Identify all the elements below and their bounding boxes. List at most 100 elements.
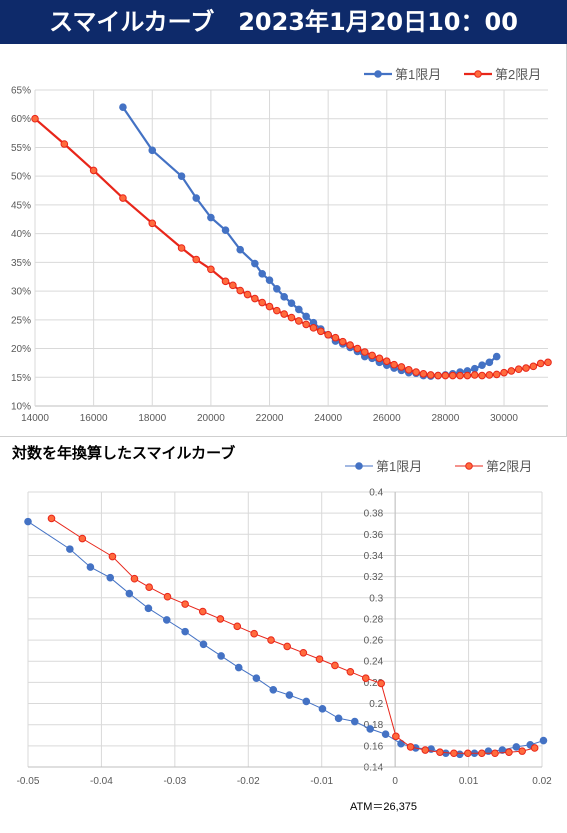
data-point bbox=[258, 270, 266, 278]
data-point bbox=[522, 364, 530, 372]
atm-annotation: ATM＝26,375 bbox=[350, 801, 417, 813]
x-tick-label: 20000 bbox=[197, 413, 225, 424]
data-point bbox=[163, 592, 172, 601]
x-tick-label: 0 bbox=[392, 776, 398, 787]
data-point bbox=[207, 265, 215, 274]
data-point bbox=[390, 360, 398, 369]
data-point bbox=[181, 627, 189, 636]
data-point bbox=[119, 194, 127, 202]
data-point bbox=[315, 655, 324, 663]
x-tick-label: -0.01 bbox=[310, 776, 333, 787]
data-point bbox=[514, 365, 523, 374]
data-point bbox=[177, 244, 186, 252]
data-point bbox=[236, 286, 244, 295]
x-tick-label: 0.02 bbox=[532, 776, 552, 787]
y-tick-label: 0.18 bbox=[364, 720, 384, 731]
data-point bbox=[273, 306, 281, 315]
data-point bbox=[324, 330, 332, 339]
x-tick-label: -0.05 bbox=[17, 776, 40, 787]
data-point bbox=[86, 563, 95, 571]
y-tick-label: 40% bbox=[11, 229, 31, 240]
legend-label: 第2限月 bbox=[495, 67, 541, 82]
legend-marker bbox=[355, 462, 363, 470]
data-point bbox=[456, 371, 464, 380]
data-point bbox=[302, 697, 311, 706]
data-point bbox=[66, 545, 74, 553]
data-point bbox=[250, 629, 258, 638]
data-point bbox=[78, 534, 87, 543]
data-point bbox=[216, 615, 225, 623]
data-point bbox=[441, 371, 450, 380]
data-point bbox=[505, 748, 513, 756]
legend-marker bbox=[374, 70, 382, 78]
legend-label: 第1限月 bbox=[376, 459, 422, 474]
data-point bbox=[198, 607, 207, 616]
y-tick-label: 20% bbox=[11, 344, 31, 355]
data-point bbox=[234, 663, 243, 672]
data-point bbox=[24, 517, 32, 526]
data-point bbox=[192, 255, 201, 264]
legend-label: 第2限月 bbox=[486, 459, 532, 474]
data-point bbox=[302, 320, 310, 329]
data-point bbox=[252, 674, 261, 682]
data-point bbox=[199, 640, 208, 649]
y-tick-label: 65% bbox=[11, 86, 31, 97]
data-point bbox=[258, 298, 266, 307]
legend-label: 第1限月 bbox=[395, 67, 441, 82]
data-point bbox=[421, 746, 430, 754]
data-point bbox=[512, 743, 521, 751]
data-point bbox=[498, 746, 507, 754]
data-point bbox=[229, 281, 237, 290]
data-point bbox=[529, 362, 538, 371]
data-point bbox=[334, 714, 343, 723]
data-point bbox=[192, 194, 201, 202]
data-point bbox=[450, 749, 458, 758]
x-tick-label: -0.04 bbox=[90, 776, 113, 787]
x-tick-label: 28000 bbox=[431, 413, 459, 424]
data-point bbox=[331, 333, 340, 342]
data-point bbox=[299, 648, 308, 657]
legend-marker bbox=[465, 462, 473, 470]
data-point bbox=[60, 140, 69, 148]
data-point bbox=[251, 294, 259, 303]
data-point bbox=[31, 114, 39, 123]
data-point bbox=[361, 674, 370, 682]
data-point bbox=[144, 604, 153, 613]
data-point bbox=[366, 725, 374, 733]
data-point bbox=[287, 299, 296, 307]
y-tick-label: 0.24 bbox=[364, 657, 384, 668]
page-title: スマイルカーブ 2023年1月20日10：00 bbox=[0, 0, 567, 44]
x-tick-label: 18000 bbox=[138, 413, 166, 424]
y-tick-label: 0.14 bbox=[364, 763, 384, 774]
data-point bbox=[464, 749, 472, 758]
data-point bbox=[287, 313, 296, 322]
data-point bbox=[162, 616, 171, 624]
data-point bbox=[463, 371, 472, 380]
data-point bbox=[368, 351, 376, 360]
x-tick-label: -0.02 bbox=[237, 776, 260, 787]
data-point bbox=[318, 705, 327, 713]
data-point bbox=[89, 166, 98, 175]
series-line bbox=[27, 521, 544, 755]
data-point bbox=[419, 370, 428, 378]
y-tick-label: 35% bbox=[11, 258, 31, 269]
data-point bbox=[478, 361, 486, 370]
data-point bbox=[530, 744, 539, 752]
data-point bbox=[181, 600, 189, 608]
data-point bbox=[353, 344, 362, 353]
data-point bbox=[485, 358, 494, 367]
data-point bbox=[500, 368, 508, 377]
data-point bbox=[269, 685, 278, 694]
data-point bbox=[470, 371, 479, 379]
divider bbox=[0, 436, 567, 437]
data-point bbox=[346, 668, 355, 676]
data-point bbox=[148, 146, 157, 155]
data-point bbox=[518, 747, 526, 755]
data-point bbox=[375, 354, 384, 363]
data-point bbox=[434, 371, 442, 380]
data-point bbox=[360, 348, 369, 356]
data-point bbox=[544, 358, 552, 367]
data-point bbox=[221, 226, 230, 234]
data-point bbox=[381, 730, 390, 739]
data-point bbox=[477, 749, 486, 758]
